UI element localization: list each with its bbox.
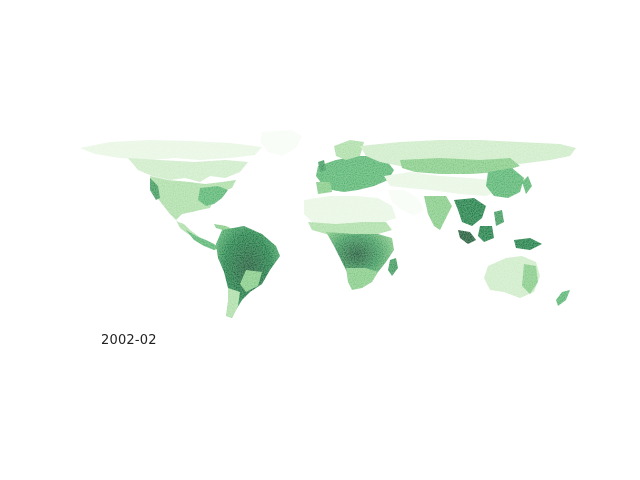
land-texture-overlay	[80, 130, 580, 320]
date-label: 2002-02	[101, 333, 157, 348]
